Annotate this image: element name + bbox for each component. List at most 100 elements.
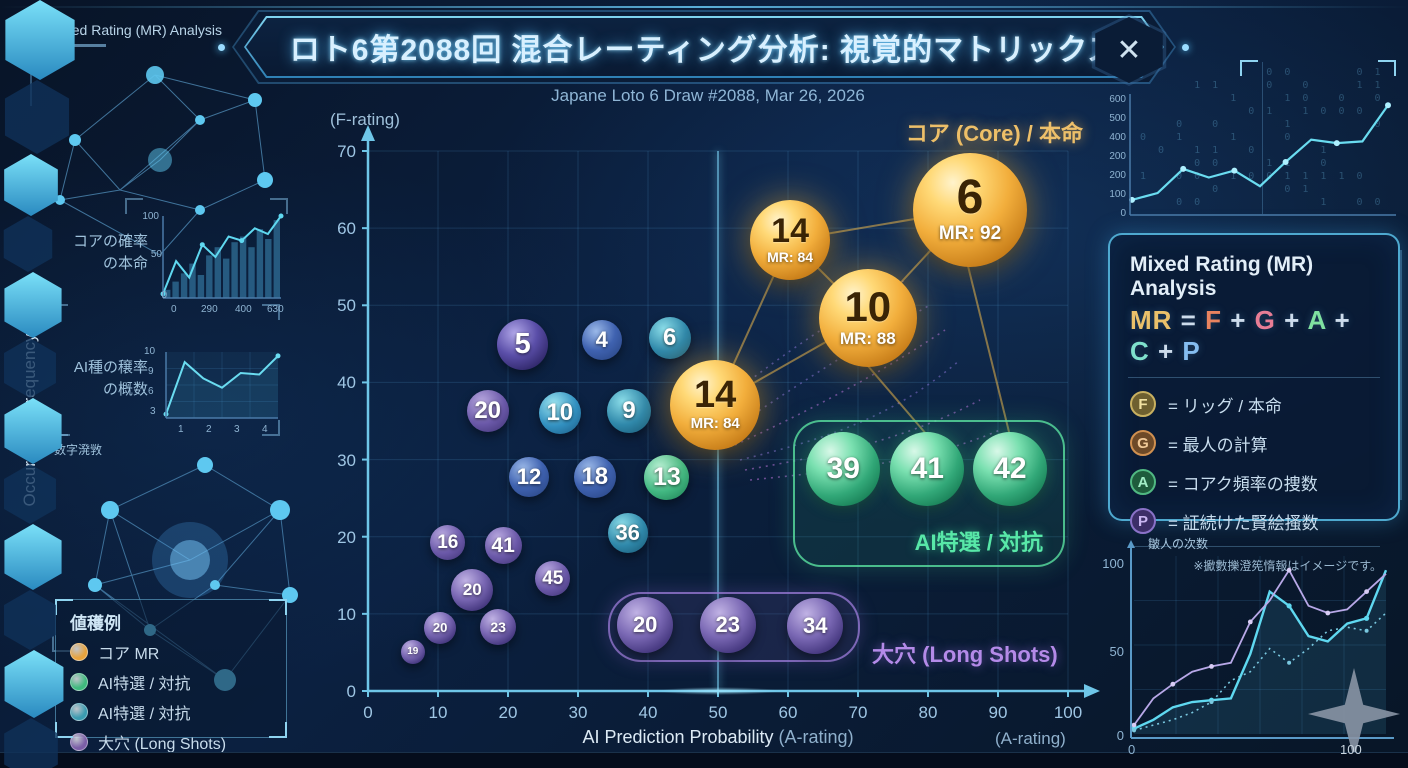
ball-number: 20 (432, 620, 448, 636)
axis-tick-label: 3 (234, 424, 240, 435)
right-edge-line (1400, 250, 1402, 500)
hex-inner (4, 590, 56, 650)
formula-term: + (1149, 336, 1183, 366)
axis-tick-label: 1 (178, 424, 184, 435)
hex-ball: 13 (644, 454, 690, 500)
ball-number: 14 (771, 211, 809, 250)
ball-number: 23 (490, 618, 506, 635)
hex-ball: 6 (648, 316, 691, 359)
x-tick-label: 30 (568, 703, 588, 722)
axis-tick-label: 9 (148, 366, 154, 377)
x-tick-label: 40 (638, 703, 658, 722)
scatter-point-ball[interactable]: 20 (617, 596, 674, 653)
ball-number: 20 (632, 611, 658, 637)
mr-row-text: = コアク頻率の捜数 (1168, 474, 1318, 494)
ball-number: 41 (491, 533, 515, 557)
formula-term: + (1221, 305, 1255, 335)
title-bar: ロト6第2088回 混合レーティング分析: 視覚的マトリックス (218, 10, 1189, 84)
x-tick-label: 70 (848, 703, 868, 722)
x-tick-label: 80 (918, 703, 938, 722)
mr-badge-P: P (1130, 508, 1156, 534)
ball-number: 36 (615, 519, 640, 545)
mr-panel-title: Mixed Rating (MR) Analysis (1130, 253, 1314, 300)
scatter-point-hex[interactable] (4, 524, 62, 590)
ball-number: 20 (462, 580, 482, 600)
scatter-point-ball[interactable]: 20 (451, 568, 494, 611)
title-dot-left (218, 44, 225, 51)
ball-number: 13 (652, 462, 681, 491)
axis-tick-label: 3 (150, 406, 156, 417)
axis-tick-label: 630 (267, 304, 284, 315)
page-subtitle: Japane Loto 6 Draw #2088, Mar 26, 2026 (551, 86, 865, 105)
scatter-point-ball[interactable]: 41 (890, 431, 965, 506)
scatter-point-ball[interactable]: 34 (787, 598, 844, 655)
scatter-point-ball[interactable]: 19 (400, 639, 425, 664)
legend-item-label: コア MR (98, 646, 160, 663)
hex-ball: 5 (497, 319, 549, 371)
mr-badge-F: F (1130, 391, 1156, 417)
hex-ball: 12 (509, 457, 549, 498)
ball-mr-value: MR: 92 (938, 223, 1002, 245)
ball-number: 5 (514, 328, 531, 361)
formula-term: F (1205, 305, 1222, 335)
scatter-point-core[interactable]: 10 MR: 88 (818, 268, 917, 367)
y-tick-label: 30 (337, 450, 356, 470)
x-tick-label: 90 (988, 703, 1008, 722)
axis-tick-label: 100 (142, 211, 159, 222)
hex-inner (4, 338, 56, 398)
ball-number: 4 (595, 327, 608, 352)
axis-tick-label: 100 (1102, 556, 1124, 571)
hex-ball: 18 (573, 456, 616, 499)
scatter-point-ball[interactable]: 23 (699, 596, 756, 653)
axis-tick-label: 10 (144, 346, 156, 357)
sidebar-chart2-label: AI種の穣率 の概数 (73, 359, 148, 398)
mr-row-text: = 証続けた賢絵搔数 (1168, 513, 1319, 533)
mr-row: F = リッグ / 本命 (1130, 391, 1398, 417)
sidebar-network-label: 数字溌敩 (54, 443, 103, 457)
mr-formula: MR = F + G + A + C + P (1130, 305, 1378, 367)
annotation-long-shots: 大穴 (Long Shots) (872, 642, 1058, 667)
ball-number: 6 (956, 171, 984, 225)
axis-tick-label: 50 (1109, 644, 1124, 659)
scatter-point-hex[interactable] (4, 398, 62, 464)
axis-tick-label: 2 (206, 424, 212, 435)
mr-row-text: = リッグ / 本命 (1168, 396, 1282, 416)
mr-row: G = 最人の計算 (1130, 430, 1398, 456)
scatter-point-ball[interactable]: 42 (972, 431, 1047, 506)
y-tick-label: 0 (346, 682, 356, 701)
top-glow-line (0, 6, 1408, 8)
scatter-point-ball[interactable]: 20 (424, 611, 457, 644)
annotation-ai-picks: AI特選 / 対抗 (914, 530, 1043, 555)
legend-swatch (70, 703, 88, 721)
y-tick-label: 50 (337, 296, 356, 316)
ball-number: 45 (542, 567, 564, 589)
axis-tick-label: 0 (171, 304, 177, 315)
axis-tick-label: 0 (1116, 728, 1124, 743)
scatter-point-hex[interactable] (4, 272, 62, 338)
x-axis-label-right: (A-rating) (995, 729, 1066, 748)
legend-item: コア MR (70, 640, 286, 664)
ball-mr-value: MR: 84 (690, 415, 740, 433)
legend-item: AI特選 / 対抗 (70, 670, 286, 694)
axis-tick-label: 100 (1340, 742, 1362, 757)
annotation-core: コア (Core) / 本命 (905, 121, 1083, 146)
mr-row: P = 証続けた賢絵搔数 (1130, 508, 1398, 534)
scatter-point-core[interactable]: 14 MR: 84 (750, 199, 831, 280)
ball-number: 19 (407, 645, 419, 657)
scatter-point-ball[interactable]: 39 (806, 431, 881, 506)
crosshair-glow (658, 687, 778, 695)
x-tick-label: 60 (778, 703, 798, 722)
scatter-point-core[interactable]: 14 MR: 84 (670, 359, 761, 450)
axis-tick-label: 0 (161, 290, 167, 301)
ball-number: 16 (437, 531, 459, 553)
scatter-point-ball[interactable]: 23 (480, 608, 517, 645)
y-tick-label: 10 (337, 604, 356, 624)
formula-term: A (1307, 305, 1327, 335)
hex-ball: 10 (538, 392, 581, 435)
scatter-point-core[interactable]: 6 MR: 92 (913, 153, 1027, 268)
legend-item: 大穴 (Long Shots) (70, 730, 286, 754)
mr-badge-G: G (1130, 430, 1156, 456)
x-axis-label: AI Prediction Probability (A-rating) (582, 727, 854, 747)
formula-term: = (1172, 305, 1206, 335)
y-tick-label: 60 (337, 219, 356, 239)
